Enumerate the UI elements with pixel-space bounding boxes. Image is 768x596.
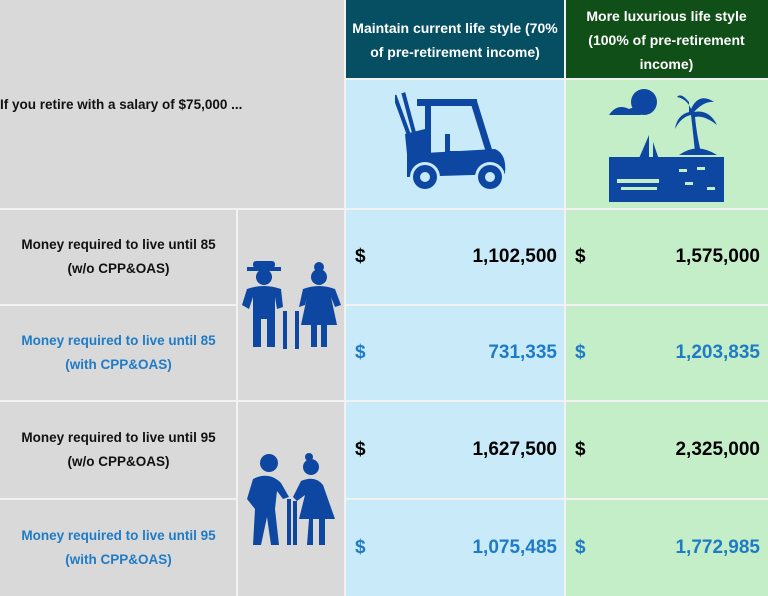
age85-icon-cell — [237, 209, 345, 401]
amount: 1,575,000 — [675, 246, 760, 267]
currency-symbol: $ — [575, 246, 586, 267]
beach-vacation-icon — [609, 88, 724, 202]
currency-symbol: $ — [355, 536, 366, 558]
currency-symbol: $ — [575, 536, 586, 558]
luxurious-lifestyle-value: $2,325,000 — [565, 401, 768, 499]
header-luxurious-lifestyle: More luxurious life style (100% of pre-r… — [565, 0, 768, 79]
amount: 1,102,500 — [472, 246, 557, 267]
golf-cart-icon — [395, 92, 506, 192]
golf-cart-icon-cell — [345, 79, 565, 209]
row-label: Money required to live until 85 (w/o CPP… — [0, 209, 237, 305]
intro-label: If you retire with a salary of $75,000 .… — [0, 0, 345, 209]
maintain-lifestyle-value: $1,102,500 — [345, 209, 565, 305]
beach-icon-cell — [565, 79, 768, 209]
currency-symbol: $ — [575, 439, 586, 460]
maintain-lifestyle-value: $1,627,500 — [345, 401, 565, 499]
currency-symbol: $ — [355, 246, 366, 267]
age95-icon-cell — [237, 401, 345, 596]
amount: 1,075,485 — [472, 536, 557, 558]
amount: 1,772,985 — [675, 536, 760, 558]
currency-symbol: $ — [575, 342, 586, 363]
luxurious-lifestyle-value: $1,772,985 — [565, 499, 768, 596]
luxurious-lifestyle-value: $1,203,835 — [565, 305, 768, 401]
amount: 2,325,000 — [675, 439, 760, 460]
elderly-couple-icon — [242, 261, 341, 349]
currency-symbol: $ — [355, 342, 366, 363]
header-maintain-lifestyle: Maintain current life style (70% of pre-… — [345, 0, 565, 79]
row-label: Money required to live until 95 (w/o CPP… — [0, 401, 237, 499]
currency-symbol: $ — [355, 439, 366, 460]
elderly-couple-walking-icon — [247, 452, 335, 545]
amount: 1,627,500 — [472, 439, 557, 460]
row-label: Money required to live until 85 (with CP… — [0, 305, 237, 401]
amount: 731,335 — [488, 342, 557, 363]
amount: 1,203,835 — [675, 342, 760, 363]
maintain-lifestyle-value: $1,075,485 — [345, 499, 565, 596]
maintain-lifestyle-value: $731,335 — [345, 305, 565, 401]
luxurious-lifestyle-value: $1,575,000 — [565, 209, 768, 305]
row-label: Money required to live until 95 (with CP… — [0, 499, 237, 596]
